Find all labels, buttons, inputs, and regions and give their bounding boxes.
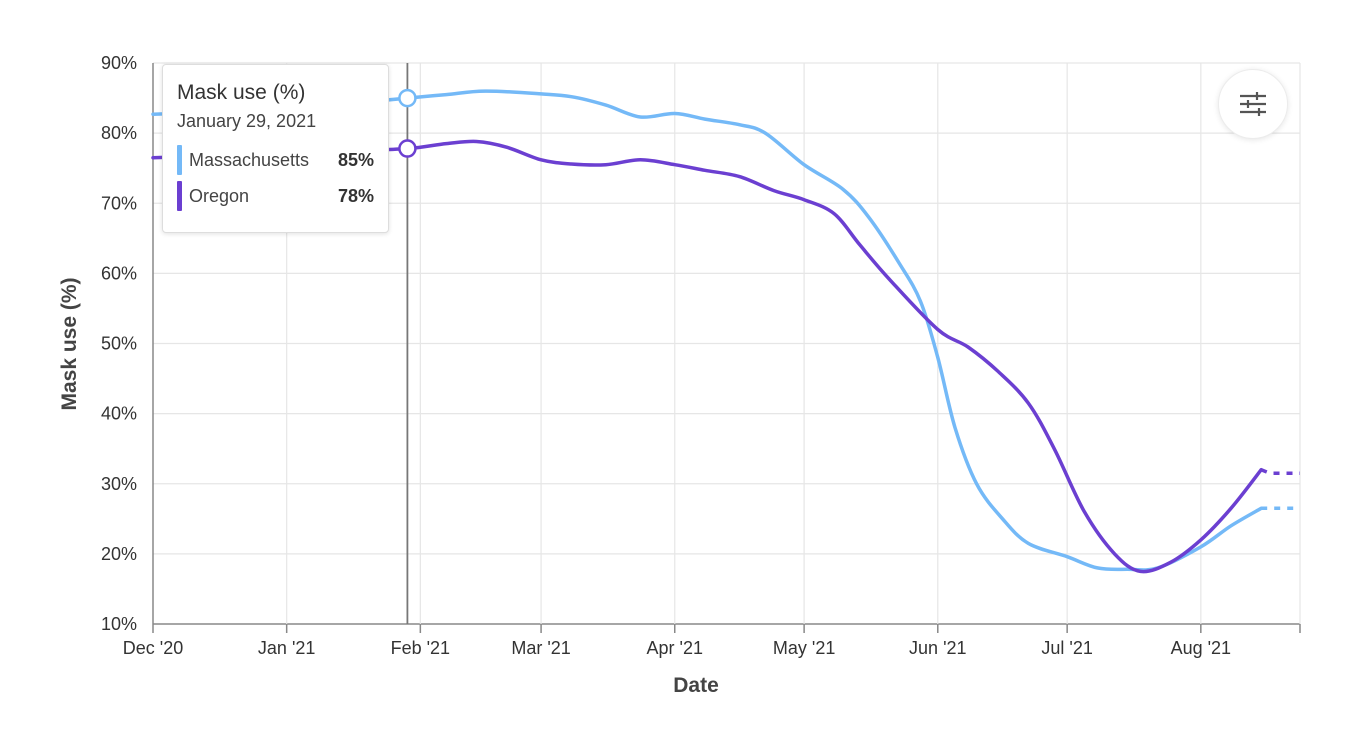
x-tick-label: Apr '21 <box>647 638 703 658</box>
y-tick-label: 80% <box>101 123 137 143</box>
tooltip-title: Mask use (%) <box>177 81 306 104</box>
y-axis-title: Mask use (%) <box>58 277 81 410</box>
oregon-swatch <box>177 181 182 211</box>
y-tick-label: 50% <box>101 334 137 354</box>
x-tick-label: Dec '20 <box>123 638 183 658</box>
y-axis-tick-labels: 10% 20% 30% 40% 50% 60% 70% 80% 90% <box>101 53 137 634</box>
series-lines <box>151 89 1300 574</box>
x-tick-label: May '21 <box>773 638 835 658</box>
y-tick-label: 30% <box>101 474 137 494</box>
x-tick-label: Jun '21 <box>909 638 966 658</box>
y-tick-label: 70% <box>101 193 137 213</box>
x-tick-label: Feb '21 <box>391 638 450 658</box>
hover-indicator <box>398 63 417 624</box>
tooltip-date: January 29, 2021 <box>177 111 317 131</box>
tooltip-row-massachusetts: Massachusetts 85% <box>177 142 374 178</box>
x-axis-title: Date <box>673 674 719 697</box>
y-tick-label: 20% <box>101 544 137 564</box>
massachusetts-swatch <box>177 145 182 175</box>
y-tick-label: 90% <box>101 53 137 73</box>
y-tick-label: 60% <box>101 263 137 283</box>
oregon-projection-line <box>1260 468 1300 475</box>
oregon-hover-marker <box>398 139 417 158</box>
y-tick-label: 10% <box>101 614 137 634</box>
x-tick-label: Aug '21 <box>1171 638 1232 658</box>
y-tick-label: 40% <box>101 404 137 424</box>
x-tick-label: Jul '21 <box>1041 638 1092 658</box>
massachusetts-hover-marker <box>398 88 417 108</box>
hover-tooltip: Mask use (%) January 29, 2021 Massachuse… <box>162 64 389 233</box>
x-tick-label: Mar '21 <box>511 638 570 658</box>
tooltip-row-oregon: Oregon 78% <box>177 178 374 214</box>
chart-settings-button[interactable] <box>1218 69 1288 139</box>
sliders-icon <box>1240 92 1266 116</box>
tooltip-series-value: 78% <box>337 185 374 206</box>
x-tick-label: Jan '21 <box>258 638 315 658</box>
tooltip-series-name: Oregon <box>189 185 250 206</box>
massachusetts-line <box>151 89 1263 572</box>
tooltip-series-name: Massachusetts <box>189 149 310 170</box>
tooltip-series-value: 85% <box>337 149 374 170</box>
oregon-line <box>151 139 1263 574</box>
x-axis: Dec '20 Jan '21 Feb '21 Mar '21 Apr '21 May '… <box>123 624 1301 658</box>
